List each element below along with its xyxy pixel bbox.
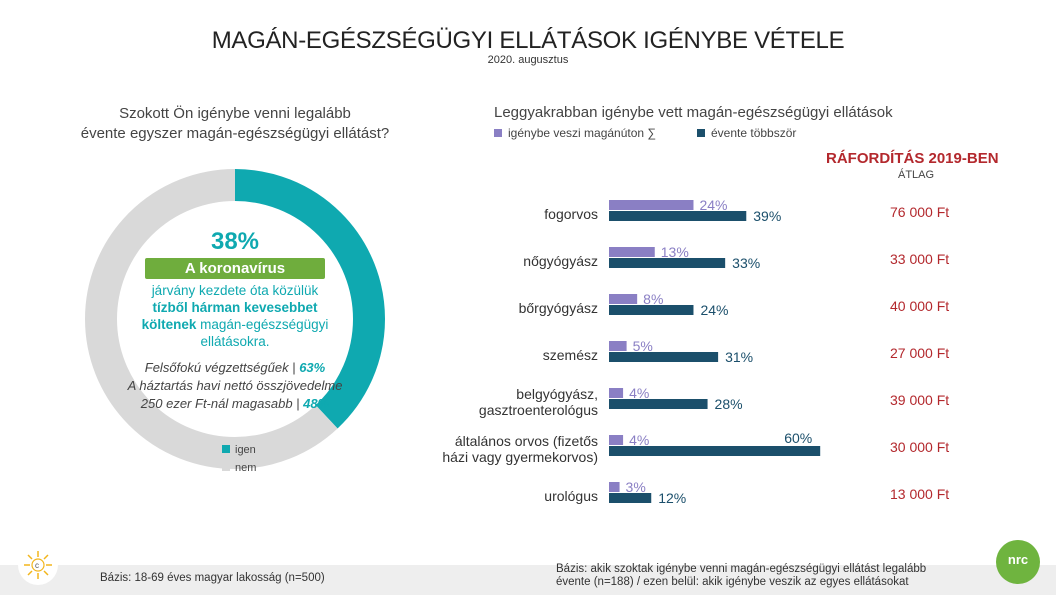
note2-line1: A háztartás havi nettó összjövedelme [127, 378, 343, 393]
category-label-line: urológus [544, 488, 598, 504]
nrc-logo-icon: nrc [996, 540, 1040, 584]
donut-legend-igen: igen [222, 444, 256, 456]
donut-chart [85, 169, 385, 469]
spending-subtitle: ÁTLAG [898, 169, 935, 181]
donut-question-line1: Szokott Ön igénybe venni legalább [119, 105, 351, 122]
bar-chart-title: Leggyakrabban igénybe vett magán-egészsé… [494, 104, 893, 121]
sun-logo-graphic: c [24, 551, 52, 579]
bar-magan [609, 200, 694, 210]
legend-swatch [697, 129, 705, 137]
bar-tobbszor [609, 446, 821, 456]
bar-tobbszor [609, 258, 726, 268]
bar-value-label: 8% [643, 291, 663, 307]
bar-value-label: 60% [784, 430, 812, 446]
donut-question: Szokott Ön igénybe venni legalább évente… [60, 104, 410, 144]
category-label-line: nőgyógyász [523, 253, 598, 269]
legend-label: nem [235, 462, 257, 474]
category-label-line: szemész [542, 347, 598, 363]
legend-swatch [222, 463, 230, 471]
bar-magan [609, 294, 638, 304]
highlight-badge: A koronavírus [145, 258, 325, 279]
footer-base-right: Bázis: akik szoktak igénybe venni magán-… [556, 563, 996, 589]
center-text-line3: ellátásokra. [200, 334, 270, 349]
sun-logo-icon: c [18, 545, 58, 585]
bar-value-label: 5% [633, 338, 653, 354]
spending-value: 13 000 Ft [890, 486, 950, 502]
bar-magan [609, 435, 624, 445]
note1-label: Felsőfokú végzettségűek | [144, 360, 296, 375]
footer-right-line1: Bázis: akik szoktak igénybe venni magán-… [556, 563, 927, 575]
donut-center-text: járvány kezdete óta közülük tízből hárma… [110, 282, 360, 350]
bar-tobbszor [609, 305, 694, 315]
center-text-line1: járvány kezdete óta közülük [151, 283, 319, 298]
donut-center-notes: Felsőfokú végzettségűek | 63% A háztartá… [110, 359, 360, 413]
donut-slice-nem [85, 169, 385, 469]
bar-value-label: 12% [658, 490, 686, 506]
category-label: szemész [543, 347, 598, 363]
category-label-line: bőrgyógyász [518, 300, 598, 316]
category-label: fogorvos [544, 206, 598, 222]
category-label-line: fogorvos [544, 206, 598, 222]
donut-center-pct: 38% [210, 228, 260, 255]
bar-legend-series2: évente többször [697, 126, 796, 140]
category-label-line: általános orvos (fizetős [454, 433, 598, 449]
spending-value: 30 000 Ft [890, 439, 950, 455]
bar-value-label: 28% [715, 396, 743, 412]
bar-value-label: 4% [629, 385, 649, 401]
spending-value: 76 000 Ft [890, 204, 950, 220]
category-label-line: gasztroenterológus [478, 402, 598, 418]
footer-base-left: Bázis: 18-69 éves magyar lakosság (n=500… [100, 572, 325, 584]
bar-value-label: 24% [700, 302, 728, 318]
spending-title: RÁFORDÍTÁS 2019-BEN [826, 150, 999, 167]
bar-value-label: 33% [732, 255, 760, 271]
category-label: bőrgyógyász [519, 300, 598, 316]
bar-legend-series1: igénybe veszi magánúton ∑ [494, 126, 656, 140]
category-label: nőgyógyász [523, 253, 598, 269]
svg-text:c: c [35, 561, 39, 570]
donut-legend-nem: nem [222, 462, 256, 474]
center-text-bold2: költenek [141, 317, 197, 332]
legend-label: igen [235, 444, 256, 456]
legend-swatch [222, 445, 230, 453]
footer-right-line2: évente (n=188) / ezen belül: akik igényb… [556, 576, 909, 588]
center-text-bold1: tízből hárman kevesebbet [152, 300, 318, 315]
spending-value: 27 000 Ft [890, 345, 950, 361]
category-label: belgyógyász, gasztroenterológus [479, 386, 598, 418]
page-subtitle: 2020. augusztus [487, 54, 569, 66]
bar-tobbszor [609, 493, 652, 503]
bar-value-label: 31% [725, 349, 753, 365]
spending-value: 33 000 Ft [890, 251, 950, 267]
category-label: általános orvos (fizetős házi vagy gyerme… [442, 433, 598, 465]
bar-magan [609, 341, 627, 351]
bar-magan [609, 247, 655, 257]
bar-value-label: 4% [629, 432, 649, 448]
bar-magan [609, 388, 624, 398]
spending-value: 39 000 Ft [890, 392, 950, 408]
bar-tobbszor [609, 399, 708, 409]
spending-value: 40 000 Ft [890, 298, 950, 314]
bar-value-label: 24% [699, 197, 727, 213]
category-label-line: belgyógyász, [516, 386, 598, 402]
note2-label: 250 ezer Ft-nál magasabb | [140, 396, 300, 411]
bar-tobbszor [609, 352, 719, 362]
footer-bar [0, 565, 1056, 595]
bar-magan [609, 482, 620, 492]
category-label-line: házi vagy gyermekorvos) [442, 449, 598, 465]
donut-question-line2: évente egyszer magán-egészségügyi ellátá… [80, 125, 390, 142]
note1-value: 63% [299, 360, 326, 375]
center-text-line2: magán-egészségügyi [196, 317, 329, 332]
bar-value-label: 39% [753, 208, 781, 224]
page-title: MAGÁN-EGÉSZSÉGÜGYI ELLÁTÁSOK IGÉNYBE VÉT… [211, 27, 845, 54]
note2-value: 48% [303, 396, 330, 411]
bar-value-label: 3% [626, 479, 646, 495]
bar-tobbszor [609, 211, 747, 221]
legend-label: igénybe veszi magánúton ∑ [508, 126, 656, 140]
bar-value-label: 13% [661, 244, 689, 260]
legend-swatch [494, 129, 502, 137]
category-label: urológus [544, 488, 598, 504]
donut-center: 38% A koronavírus járvány kezdete óta kö… [110, 228, 360, 413]
legend-label: évente többször [711, 126, 797, 140]
